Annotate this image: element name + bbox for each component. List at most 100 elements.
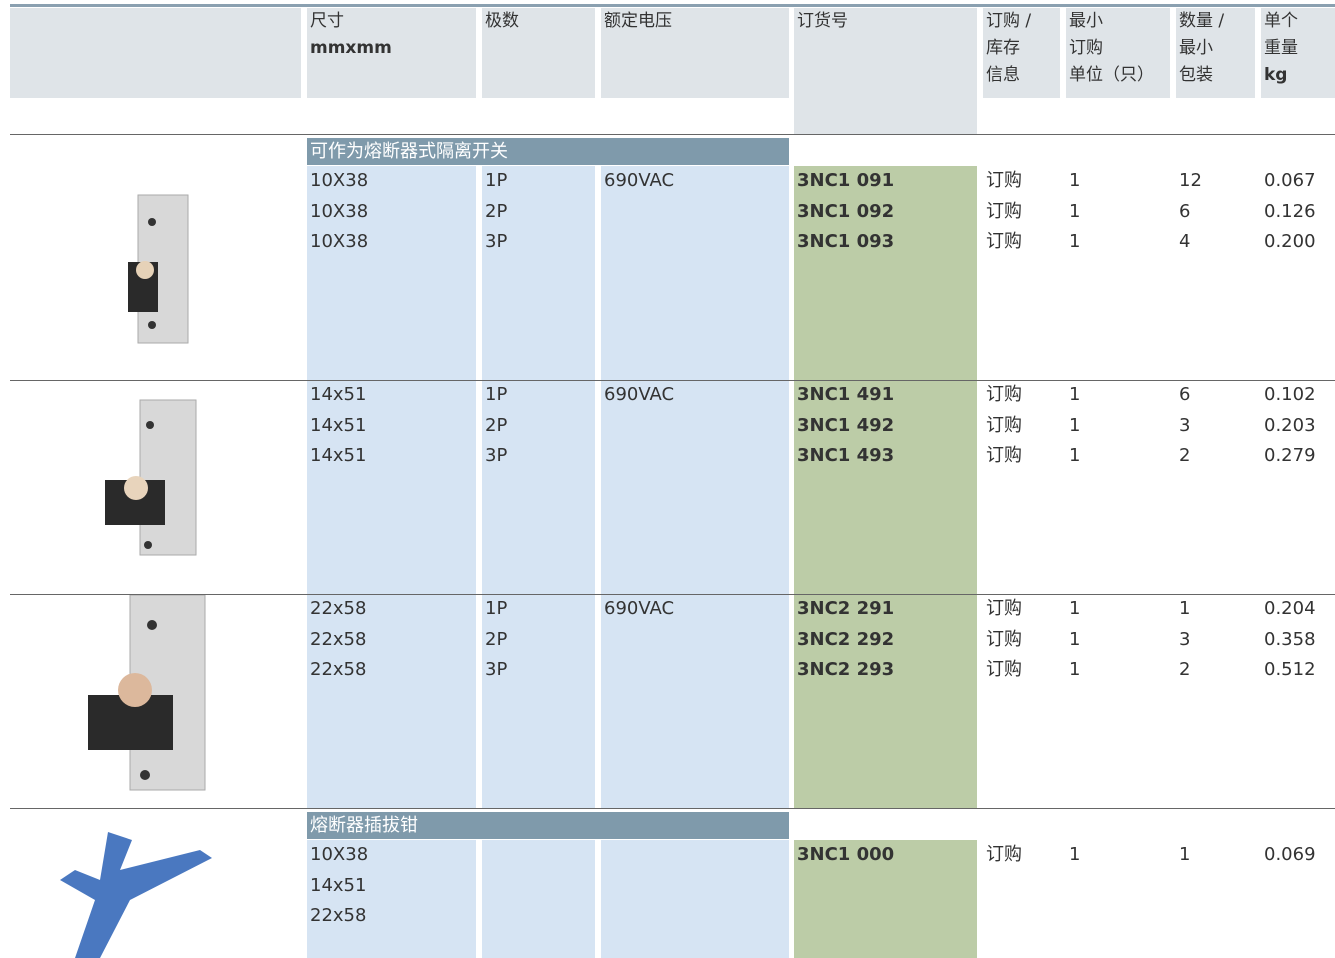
header-text: 数量 / [1179,11,1225,31]
cell-pack: 2 [1179,659,1191,680]
cell-order-no: 3NC1 093 [797,231,895,252]
cell-min-order: 1 [1069,384,1081,405]
cell-weight: 0.200 [1264,231,1316,252]
fuse-holder-large [88,594,206,791]
cell-poles: 2P [485,200,508,222]
section-rule [10,808,1335,809]
fuse-puller [60,832,212,958]
cell-poles: 1P [485,598,508,619]
cell-poles: 3P [485,659,508,680]
cell-info: 订购 [986,231,1022,252]
cell-size: 22x58 [310,598,367,619]
cell-order-no: 3NC1 091 [797,170,895,191]
order-column-bg [794,840,977,958]
cell-min-order: 1 [1069,628,1081,650]
cell-size: 10X38 [310,844,369,865]
cell-order-no: 3NC1 491 [797,384,895,405]
cell-info: 订购 [986,200,1022,222]
header-text: 最小 [1069,11,1103,31]
cell-voltage: 690VAC [604,598,675,619]
cell-weight: 0.069 [1264,844,1316,865]
order-column-bg [794,166,977,808]
cell-size: 14x51 [310,445,367,466]
cell-pack: 12 [1179,170,1202,191]
cell-min-order: 1 [1069,231,1081,252]
header-text: 额定电压 [604,11,672,31]
cell-size: 10X38 [310,170,369,191]
header-rule [10,134,1335,135]
cell-pack: 1 [1179,844,1191,865]
cell-weight: 0.512 [1264,659,1316,680]
cell-order-no: 3NC2 292 [797,628,895,650]
column-bg [307,840,476,958]
cell-info: 订购 [986,659,1022,680]
cell-size: 10X38 [310,231,369,252]
header-cell [983,8,1060,98]
section-title: 可作为熔断器式隔离开关 [307,138,789,165]
header-cell [10,8,301,98]
header-text: 尺寸 [310,11,344,31]
cell-info: 订购 [986,414,1022,436]
cell-info: 订购 [986,598,1022,619]
column-bg [482,840,595,958]
header-text: 订货号 [797,11,848,31]
header-cell [482,8,595,98]
group-rule [10,594,1335,595]
cell-pack: 2 [1179,445,1191,466]
cell-weight: 0.279 [1264,445,1316,466]
cell-weight: 0.126 [1264,200,1316,222]
header-text: 单位（只） [1069,65,1154,85]
cell-poles: 2P [485,414,508,436]
fuse-holder-medium [105,399,197,556]
cell-weight: 0.102 [1264,384,1316,405]
header-cell [1176,8,1255,98]
header-text: 重量 [1264,38,1298,58]
cell-poles: 3P [485,231,508,252]
column-bg [482,166,595,808]
header-text: 订购 / [986,11,1032,31]
cell-min-order: 1 [1069,170,1081,191]
header-cell [307,8,476,98]
column-bg [601,166,789,808]
header-text: 极数 [485,11,519,31]
cell-pack: 6 [1179,384,1191,405]
cell-order-no: 3NC2 293 [797,659,895,680]
header-text: 信息 [986,65,1020,85]
cell-min-order: 1 [1069,598,1081,619]
cell-poles: 1P [485,384,508,405]
header-text: 订购 [1069,38,1103,58]
cell-info: 订购 [986,384,1022,405]
cell-pack: 6 [1179,200,1191,222]
group-rule [10,380,1335,381]
header-cell [601,8,789,98]
cell-pack: 3 [1179,414,1191,436]
cell-order-no: 3NC1 000 [797,844,895,865]
header-cell [794,8,977,134]
cell-size: 22x58 [310,905,367,926]
cell-size: 14x51 [310,874,367,896]
cell-info: 订购 [986,844,1022,865]
header-text: 包装 [1179,65,1213,85]
cell-pack: 4 [1179,231,1191,252]
cell-weight: 0.203 [1264,414,1316,436]
cell-size: 22x58 [310,659,367,680]
cell-pack: 1 [1179,598,1191,619]
header-cell [1066,8,1170,98]
cell-order-no: 3NC2 291 [797,598,895,619]
cell-weight: 0.067 [1264,170,1316,191]
column-bg [307,166,476,808]
fuse-holder-small [128,194,189,344]
cell-weight: 0.204 [1264,598,1316,619]
cell-min-order: 1 [1069,445,1081,466]
cell-poles: 3P [485,445,508,466]
column-bg [601,840,789,958]
cell-poles: 2P [485,628,508,650]
header-text: 最小 [1179,38,1213,58]
top-rule [10,4,1335,7]
cell-size: 14x51 [310,414,367,436]
header-text: 单个 [1264,11,1298,31]
cell-size: 14x51 [310,384,367,405]
cell-poles: 1P [485,170,508,191]
